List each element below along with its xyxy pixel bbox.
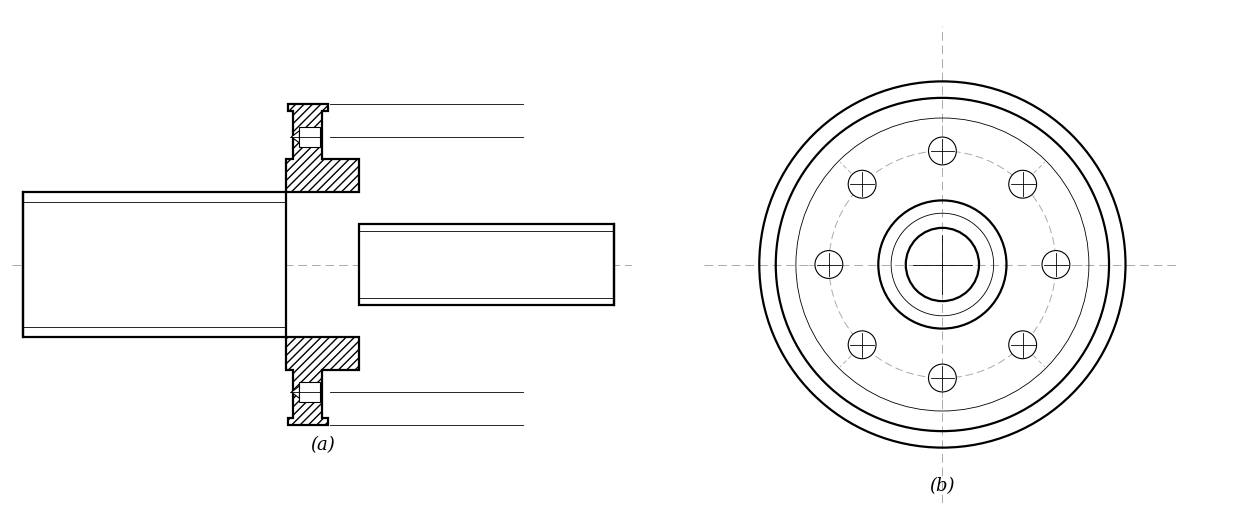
Text: (a): (a) <box>310 436 335 454</box>
Polygon shape <box>358 298 614 305</box>
Circle shape <box>1009 331 1037 359</box>
Polygon shape <box>286 338 358 425</box>
Polygon shape <box>299 382 320 403</box>
Polygon shape <box>358 224 614 231</box>
Polygon shape <box>358 224 614 305</box>
Polygon shape <box>24 191 286 202</box>
Circle shape <box>929 137 956 165</box>
Polygon shape <box>299 126 320 147</box>
Polygon shape <box>286 104 358 191</box>
Circle shape <box>848 331 875 359</box>
Polygon shape <box>24 191 286 338</box>
Circle shape <box>1042 251 1070 278</box>
Circle shape <box>929 364 956 392</box>
Circle shape <box>848 170 875 198</box>
Text: (b): (b) <box>930 477 955 495</box>
Circle shape <box>1009 170 1037 198</box>
Polygon shape <box>291 131 299 143</box>
Polygon shape <box>24 327 286 338</box>
Polygon shape <box>291 386 299 398</box>
Circle shape <box>815 251 843 278</box>
